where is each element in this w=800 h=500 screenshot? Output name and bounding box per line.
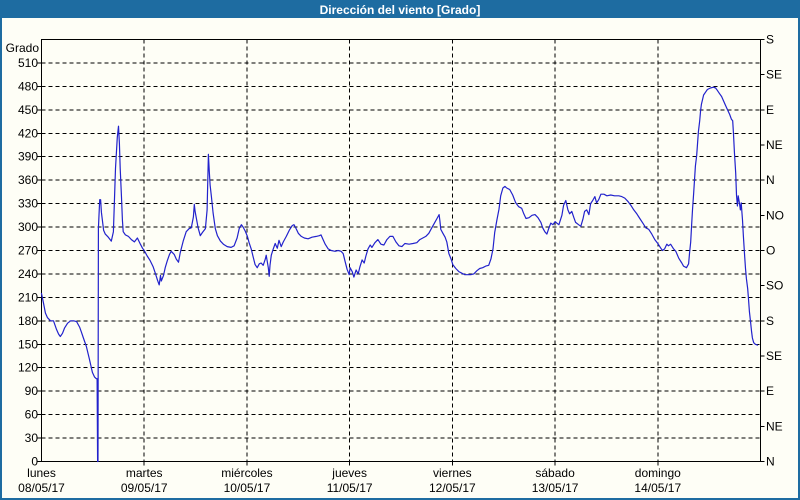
wind-direction-line [40, 86, 759, 463]
y-axis-tick-label: 360 [18, 173, 38, 187]
day-weekday-label: domingo [635, 466, 681, 480]
y-axis-tick-label: 150 [18, 337, 38, 351]
y-axis-tick-label: 330 [18, 197, 38, 211]
day-date-label: 09/05/17 [121, 481, 168, 495]
compass-tick-label: NE [766, 419, 783, 433]
y-axis-tick-label: 480 [18, 79, 38, 93]
y-axis-tick-label: 30 [25, 431, 39, 445]
y-axis-tick-label: 210 [18, 290, 38, 304]
compass-tick-label: S [766, 314, 774, 328]
y-axis-tick-label: 90 [25, 384, 39, 398]
label-layer: 0 30 60 90 120 150 180 210 240 270 300 330 360 390 420… [18, 33, 784, 496]
day-date-label: 11/05/17 [327, 481, 373, 495]
y-axis-tick-label: 180 [18, 314, 38, 328]
y-axis-tick-label: 510 [18, 56, 38, 70]
compass-tick-label: N [766, 173, 775, 187]
day-weekday-label: lunes [27, 466, 56, 480]
window-title: Dirección del viento [Grado] [319, 3, 481, 17]
y-axis-tick-label: 390 [18, 150, 38, 164]
compass-tick-label: NO [766, 208, 784, 222]
day-weekday-label: viernes [433, 466, 472, 480]
day-date-label: 12/05/17 [429, 481, 476, 495]
y-axis-tick-label: 60 [25, 408, 39, 422]
compass-tick-label: SE [766, 349, 782, 363]
compass-tick-label: E [766, 103, 774, 117]
title-bar: Dirección del viento [Grado] [2, 2, 798, 18]
y-axis-tick-label: 240 [18, 267, 38, 281]
y-axis-tick-label: 450 [18, 103, 38, 117]
day-date-label: 08/05/17 [18, 481, 65, 495]
y-axis-tick-label: 270 [18, 244, 38, 258]
day-weekday-label: miércoles [221, 466, 272, 480]
y-axis-unit-label: Grado [6, 41, 40, 55]
compass-tick-label: N [766, 455, 775, 469]
day-weekday-label: sábado [535, 466, 575, 480]
day-weekday-label: martes [126, 466, 163, 480]
compass-tick-label: SO [766, 279, 783, 293]
y-axis-tick-label: 120 [18, 361, 38, 375]
day-date-label: 13/05/17 [532, 481, 579, 495]
grid-layer [41, 39, 761, 462]
compass-tick-label: E [766, 384, 774, 398]
series-layer [40, 86, 759, 463]
day-date-label: 14/05/17 [634, 481, 681, 495]
compass-tick-label: SE [766, 68, 782, 82]
day-weekday-label: jueves [331, 466, 367, 480]
y-axis-tick-label: 420 [18, 126, 38, 140]
compass-tick-label: O [766, 244, 775, 258]
axis-layer [37, 39, 765, 466]
y-axis-tick-label: 0 [31, 455, 38, 469]
compass-tick-label: NE [766, 138, 783, 152]
y-axis-tick-label: 300 [18, 220, 38, 234]
day-date-label: 10/05/17 [224, 481, 271, 495]
compass-tick-label: S [766, 33, 774, 47]
